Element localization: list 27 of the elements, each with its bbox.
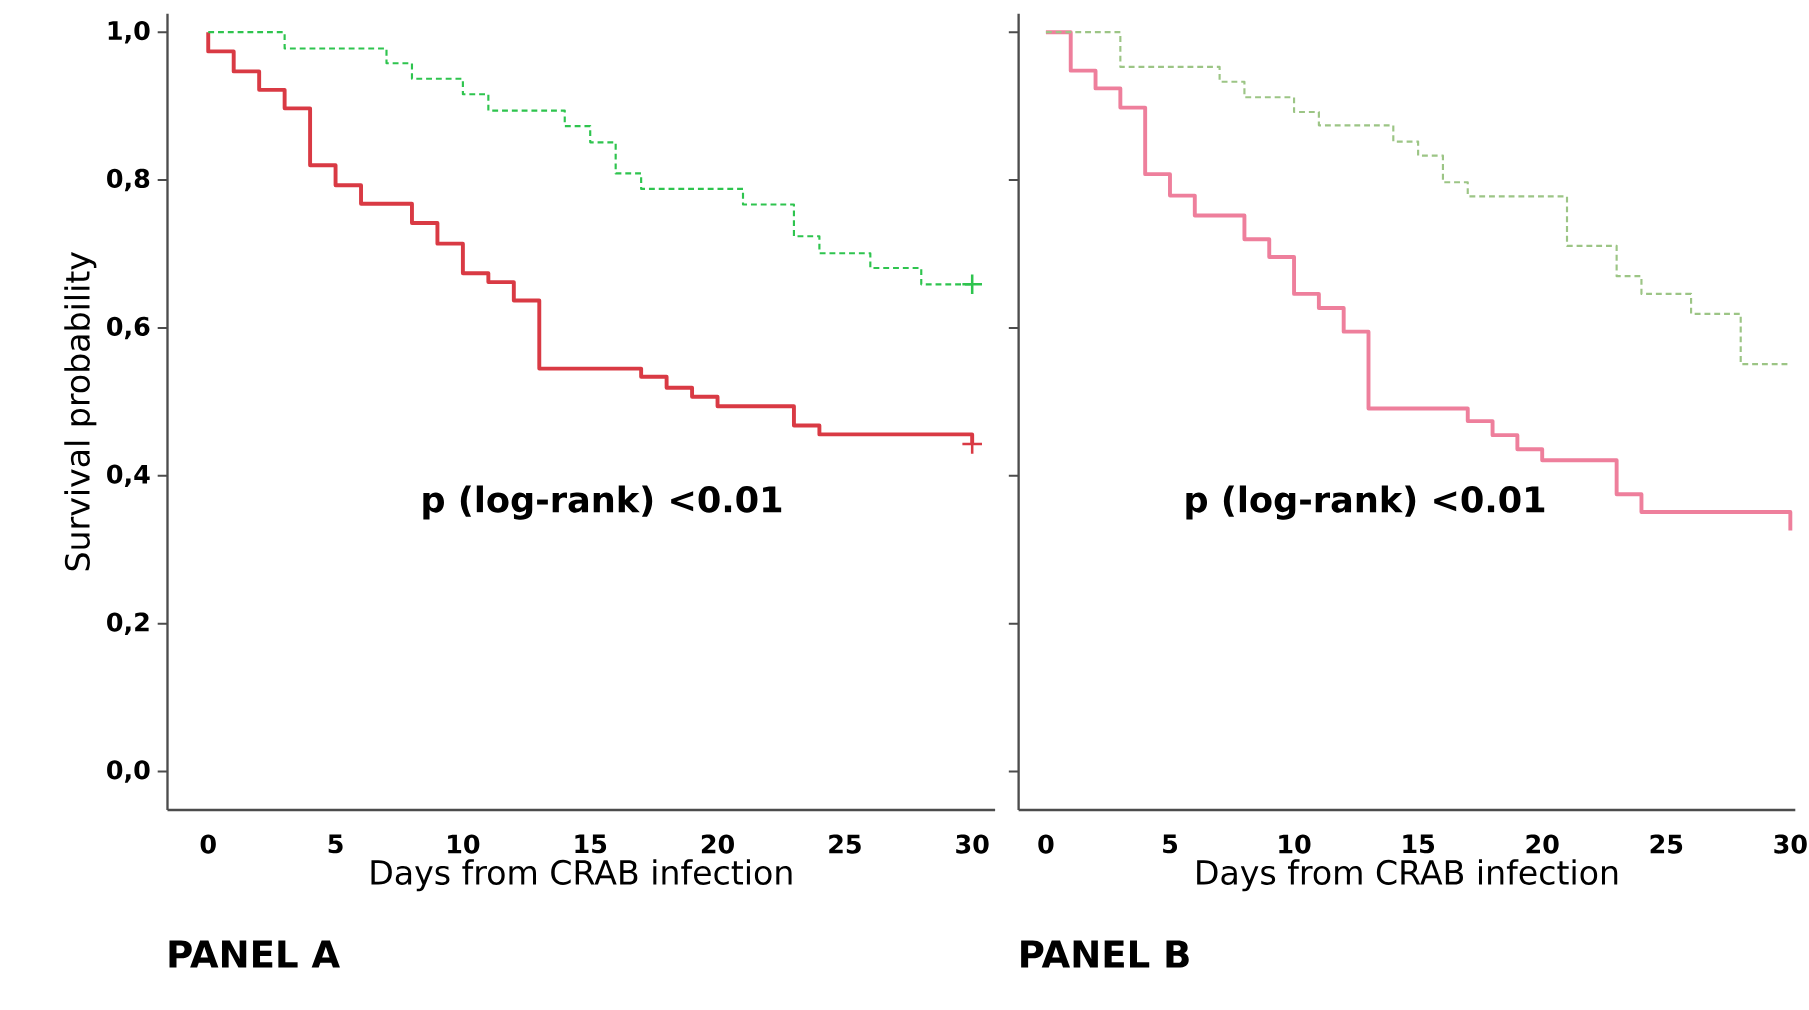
y-tick-label: 0,4 (107, 464, 150, 488)
y-axis-title: Survival probability (64, 252, 97, 571)
y-tick-label: 0,6 (107, 316, 150, 340)
text: PANEL B (1021, 940, 1189, 968)
annotation: p (log-rank) <0.01 (1186, 485, 1545, 520)
y-tick-label: 0,8 (107, 168, 150, 192)
y-tick-label: 0,0 (107, 760, 150, 783)
x-tick-label: 20 (1526, 834, 1559, 854)
x-tick-label: 10 (448, 834, 480, 854)
x-tick-label: 0 (1038, 834, 1054, 854)
x-tick-label: 20 (701, 834, 734, 854)
x-tick-label: 15 (1403, 834, 1435, 854)
x-axis-title: Days from CRAB infection (371, 859, 792, 892)
annotation: p (log-rank) <0.01 (423, 485, 782, 520)
x-tick-label: 10 (1279, 834, 1311, 854)
x-tick-label: 30 (1774, 834, 1807, 854)
x-tick-label: 25 (829, 834, 861, 854)
x-tick-label: 5 (1163, 834, 1178, 854)
x-tick-label: 5 (328, 834, 343, 854)
x-axis-title: Days from CRAB infection (1197, 859, 1618, 892)
y-tick-label: 0,2 (107, 612, 149, 635)
x-tick-label: 15 (575, 834, 607, 854)
x-tick-label: 25 (1650, 834, 1683, 854)
text: PANEL A (169, 940, 340, 968)
x-tick-label: 0 (200, 834, 216, 854)
y-tick-label: 1,0 (108, 21, 150, 44)
x-tick-label: 30 (956, 834, 989, 854)
